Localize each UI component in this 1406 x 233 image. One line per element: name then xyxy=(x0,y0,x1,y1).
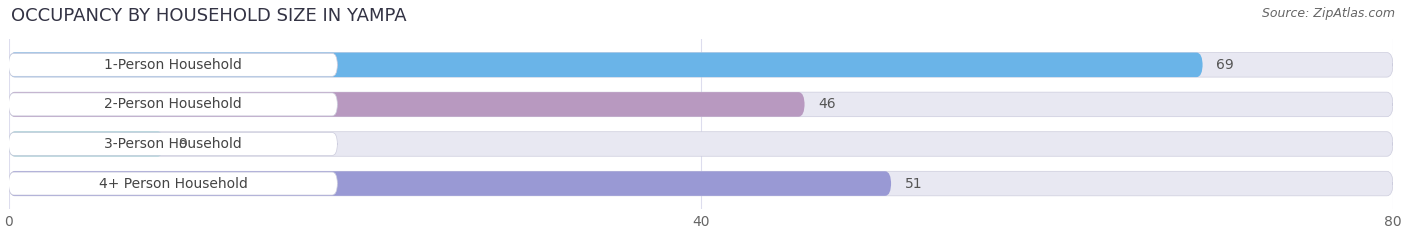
FancyBboxPatch shape xyxy=(8,53,1393,77)
Text: 9: 9 xyxy=(179,137,187,151)
FancyBboxPatch shape xyxy=(8,172,337,195)
Text: 46: 46 xyxy=(818,97,837,111)
Text: OCCUPANCY BY HOUSEHOLD SIZE IN YAMPA: OCCUPANCY BY HOUSEHOLD SIZE IN YAMPA xyxy=(11,7,406,25)
FancyBboxPatch shape xyxy=(8,171,1393,196)
FancyBboxPatch shape xyxy=(8,53,1202,77)
Text: 69: 69 xyxy=(1216,58,1234,72)
FancyBboxPatch shape xyxy=(8,53,337,76)
FancyBboxPatch shape xyxy=(8,92,804,117)
Text: Source: ZipAtlas.com: Source: ZipAtlas.com xyxy=(1261,7,1395,20)
FancyBboxPatch shape xyxy=(8,92,1393,117)
FancyBboxPatch shape xyxy=(8,132,165,156)
Text: 4+ Person Household: 4+ Person Household xyxy=(98,177,247,191)
FancyBboxPatch shape xyxy=(8,133,337,155)
FancyBboxPatch shape xyxy=(8,132,1393,156)
Text: 3-Person Household: 3-Person Household xyxy=(104,137,242,151)
Text: 2-Person Household: 2-Person Household xyxy=(104,97,242,111)
Text: 51: 51 xyxy=(905,177,922,191)
FancyBboxPatch shape xyxy=(8,171,891,196)
Text: 1-Person Household: 1-Person Household xyxy=(104,58,242,72)
FancyBboxPatch shape xyxy=(8,93,337,116)
